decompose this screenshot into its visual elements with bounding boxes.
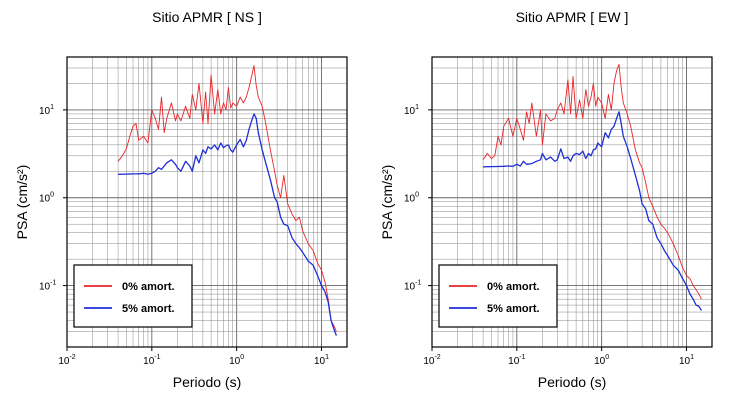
legend-label: 5% amort.: [122, 303, 175, 315]
y-tick-exponent: 0: [415, 192, 419, 199]
y-tick-exponent: 1: [415, 104, 419, 111]
y-tick-base: 10: [404, 106, 416, 117]
x-tick-base: 10: [508, 356, 520, 367]
x-tick-base: 10: [423, 356, 435, 367]
y-tick-base: 10: [404, 194, 416, 205]
legend-label: 0% amort.: [487, 281, 540, 293]
y-tick-label: 101: [404, 104, 419, 117]
x-tick-base: 10: [143, 356, 155, 367]
x-tick-label: 100: [594, 354, 609, 367]
y-tick-exponent: -1: [415, 280, 421, 287]
series-line-undamped: [117, 65, 337, 332]
legend-box: [73, 264, 193, 328]
x-tick-label: 10-2: [423, 354, 440, 367]
y-tick-base: 10: [404, 282, 416, 293]
x-tick-label: 10-1: [508, 354, 525, 367]
legend: 0% amort. 5% amort.: [73, 264, 193, 328]
series-line-damped: [118, 113, 338, 336]
y-tick-label: 10-1: [404, 280, 421, 293]
legend-box: [438, 264, 558, 328]
x-tick-exponent: 1: [690, 354, 694, 361]
legend-label: 0% amort.: [122, 281, 175, 293]
x-tick-exponent: 0: [240, 354, 244, 361]
x-tick-label: 101: [679, 354, 694, 367]
x-tick-base: 10: [229, 356, 241, 367]
legend: 0% amort. 5% amort.: [438, 264, 558, 328]
x-tick-exponent: -2: [69, 354, 75, 361]
x-tick-base: 10: [679, 356, 691, 367]
plot-frame: [431, 56, 713, 348]
x-tick-exponent: -1: [519, 354, 525, 361]
x-tick-base: 10: [594, 356, 606, 367]
x-tick-base: 10: [58, 356, 70, 367]
y-tick-exponent: 1: [50, 104, 54, 111]
x-tick-exponent: -2: [434, 354, 440, 361]
x-axis-label: Periodo (s): [173, 374, 241, 390]
y-axis-label: PSA (cm/s²): [14, 165, 30, 240]
grid: [66, 56, 348, 348]
chart-title: Sitio APMR [ EW ]: [516, 9, 629, 25]
y-axis-label: PSA (cm/s²): [379, 165, 395, 240]
y-tick-base: 10: [39, 106, 51, 117]
series-line-undamped: [482, 63, 702, 300]
grid: [431, 56, 713, 348]
x-tick-base: 10: [314, 356, 326, 367]
y-tick-label: 100: [404, 192, 419, 205]
y-tick-label: 101: [39, 104, 54, 117]
y-tick-exponent: -1: [50, 280, 56, 287]
y-tick-label: 10-1: [39, 280, 56, 293]
x-tick-exponent: 0: [605, 354, 609, 361]
legend-label: 5% amort.: [487, 303, 540, 315]
x-tick-exponent: 1: [325, 354, 329, 361]
chart-title: Sitio APMR [ NS ]: [152, 9, 262, 25]
x-tick-exponent: -1: [154, 354, 160, 361]
y-tick-exponent: 0: [50, 192, 54, 199]
chart-panel-1: Sitio APMR [ NS ]10-2 10-1 100 10110-110010…: [14, 9, 348, 390]
x-tick-label: 100: [229, 354, 244, 367]
y-tick-base: 10: [39, 194, 51, 205]
x-tick-label: 10-2: [58, 354, 75, 367]
y-tick-base: 10: [39, 282, 51, 293]
plot-frame: [66, 56, 348, 348]
x-tick-label: 10-1: [143, 354, 160, 367]
series-line-damped: [483, 111, 702, 311]
chart-panel-2: Sitio APMR [ EW ]10-2 10-1 100 10110-110010…: [379, 9, 713, 390]
y-tick-label: 100: [39, 192, 54, 205]
x-tick-label: 101: [314, 354, 329, 367]
x-axis-label: Periodo (s): [538, 374, 606, 390]
